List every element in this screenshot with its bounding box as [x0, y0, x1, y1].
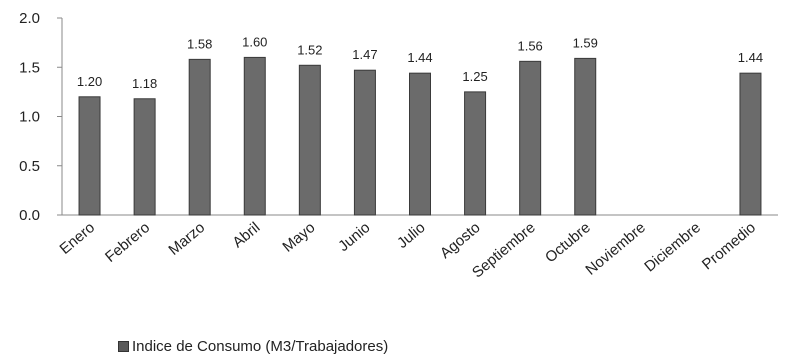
legend-label: Indice de Consumo (M3/Trabajadores): [132, 338, 389, 355]
y-tick-label: 1.5: [19, 59, 40, 76]
y-tick-label: 0.5: [19, 158, 40, 175]
chart-labels: 0.0 0.5 1.0 1.5 2.0 1.20 Enero 1.18 Febrero 1.58 M…: [19, 10, 763, 281]
data-label: 1.58: [187, 36, 212, 51]
data-label: 1.60: [242, 34, 267, 49]
x-tick-label: Octubre: [542, 219, 594, 266]
x-tick-label: Diciembre: [641, 219, 704, 275]
data-label: 1.44: [407, 50, 432, 65]
bar-enero: [78, 96, 101, 216]
data-label: 1.52: [297, 42, 322, 57]
bar-agosto: [464, 91, 487, 216]
x-tick-label: Noviembre: [582, 219, 648, 279]
bar-febrero: [133, 98, 156, 216]
bar-octubre: [574, 57, 597, 216]
bar-chart: 0.0 0.5 1.0 1.5 2.0 1.20 Enero 1.18 Febrero 1.58 M…: [19, 10, 778, 281]
bar-junio: [353, 69, 376, 216]
chart-legend: Indice de Consumo (M3/Trabajadores): [118, 338, 388, 355]
data-label: 1.25: [462, 69, 487, 84]
x-tick-label: Marzo: [165, 219, 208, 259]
data-label: 1.47: [352, 47, 377, 62]
y-tick-label: 1.0: [19, 109, 40, 126]
x-tick-label: Enero: [57, 219, 99, 258]
bar-abril: [243, 56, 266, 216]
data-label: 1.44: [738, 50, 763, 65]
bar-marzo: [188, 58, 211, 216]
y-tick-label: 2.0: [19, 10, 40, 27]
x-tick-label: Abril: [229, 219, 263, 251]
chart-bars: [78, 56, 762, 216]
data-label: 1.20: [77, 74, 102, 89]
x-tick-label: Febrero: [102, 219, 153, 266]
legend-swatch: [118, 341, 129, 352]
data-label: 1.59: [573, 35, 598, 50]
data-label: 1.18: [132, 76, 157, 91]
data-label: 1.56: [517, 38, 542, 53]
y-tick-label: 0.0: [19, 207, 40, 224]
bar-julio: [409, 72, 431, 216]
bar-mayo: [298, 64, 321, 216]
x-tick-label: Promedio: [699, 219, 759, 273]
x-tick-label: Agosto: [437, 219, 484, 262]
bar-promedio: [739, 72, 762, 216]
x-tick-label: Julio: [394, 219, 429, 252]
bar-septiembre: [519, 60, 542, 216]
x-tick-label: Mayo: [279, 219, 318, 256]
x-tick-label: Junio: [335, 219, 373, 255]
